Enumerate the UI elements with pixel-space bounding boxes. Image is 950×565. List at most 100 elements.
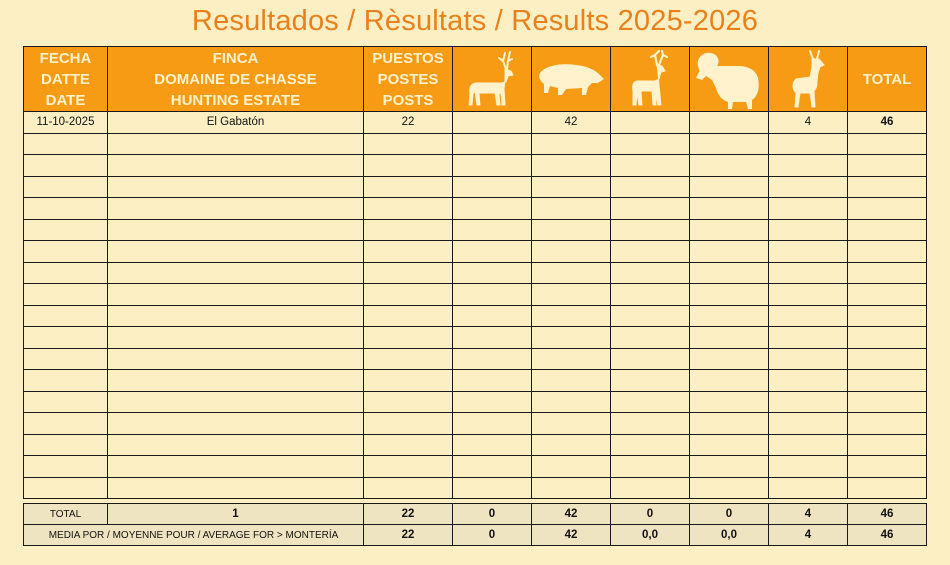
- cell-wild-boar: [531, 283, 611, 306]
- table-row: [23, 455, 927, 478]
- table-row: [23, 132, 927, 155]
- averages-mouflon: 0,0: [689, 524, 769, 546]
- cell-mouflon: [689, 154, 769, 177]
- table-body: 11-10-2025 El Gabatón 22 42 4 46: [23, 111, 927, 499]
- cell-total: [847, 175, 927, 198]
- table-row: [23, 283, 927, 306]
- cell-fallow-deer: [610, 304, 690, 327]
- cell-red-deer: [452, 283, 532, 306]
- cell-red-deer: [452, 412, 532, 435]
- cell-mouflon: [689, 412, 769, 435]
- table-header-row: FECHA DATTE DATE FINCA DOMAINE DE CHASSE…: [23, 46, 927, 112]
- cell-fallow-deer: [610, 390, 690, 413]
- header-estate-fr: DOMAINE DE CHASSE: [154, 70, 317, 88]
- cell-mouflon: [689, 433, 769, 456]
- cell-date: [23, 261, 108, 284]
- cell-wild-boar: [531, 412, 611, 435]
- cell-total: [847, 412, 927, 435]
- cell-mouflon: [689, 175, 769, 198]
- header-posts: PUESTOS POSTES POSTS: [363, 46, 453, 112]
- cell-roe-deer: [768, 283, 848, 306]
- cell-date: [23, 154, 108, 177]
- totals-row: TOTAL 1 22 0 42 0 0 4 46: [23, 503, 927, 525]
- cell-wild-boar: [531, 369, 611, 392]
- cell-fallow-deer: [610, 369, 690, 392]
- cell-estate: [107, 154, 364, 177]
- cell-roe-deer: [768, 369, 848, 392]
- cell-estate: [107, 412, 364, 435]
- cell-fallow-deer: [610, 455, 690, 478]
- cell-posts: [363, 326, 453, 349]
- cell-date: [23, 240, 108, 263]
- header-date-es: FECHA: [39, 49, 92, 67]
- table-row: [23, 347, 927, 370]
- cell-mouflon: [689, 111, 769, 134]
- cell-posts: [363, 455, 453, 478]
- cell-total: [847, 261, 927, 284]
- cell-total: [847, 433, 927, 456]
- cell-posts: [363, 283, 453, 306]
- cell-date: [23, 175, 108, 198]
- cell-fallow-deer: [610, 412, 690, 435]
- cell-fallow-deer: [610, 218, 690, 241]
- header-estate-es: FINCA: [212, 49, 259, 67]
- totals-posts: 22: [363, 503, 453, 525]
- cell-fallow-deer: [610, 132, 690, 155]
- cell-wild-boar: [531, 476, 611, 499]
- averages-label: MEDIA POR / MOYENNE POUR / AVERAGE FOR >…: [23, 524, 364, 546]
- averages-red-deer: 0: [452, 524, 532, 546]
- cell-red-deer: [452, 154, 532, 177]
- cell-posts: 22: [363, 111, 453, 134]
- cell-date: [23, 304, 108, 327]
- table-row: [23, 218, 927, 241]
- cell-mouflon: [689, 132, 769, 155]
- cell-mouflon: [689, 476, 769, 499]
- fallow-deer-icon: [632, 49, 669, 106]
- cell-estate: [107, 132, 364, 155]
- cell-total: [847, 283, 927, 306]
- cell-posts: [363, 197, 453, 220]
- cell-wild-boar: [531, 197, 611, 220]
- cell-fallow-deer: [610, 326, 690, 349]
- cell-mouflon: [689, 347, 769, 370]
- cell-red-deer: [452, 197, 532, 220]
- header-estate: FINCA DOMAINE DE CHASSE HUNTING ESTATE: [107, 46, 364, 112]
- cell-date: [23, 476, 108, 499]
- cell-wild-boar: [531, 261, 611, 284]
- cell-fallow-deer: [610, 111, 690, 134]
- cell-posts: [363, 218, 453, 241]
- cell-mouflon: [689, 326, 769, 349]
- cell-red-deer: [452, 433, 532, 456]
- cell-roe-deer: [768, 197, 848, 220]
- cell-mouflon: [689, 197, 769, 220]
- header-roe-deer: [768, 46, 848, 112]
- cell-red-deer: [452, 347, 532, 370]
- cell-fallow-deer: [610, 175, 690, 198]
- averages-fallow-deer: 0,0: [610, 524, 690, 546]
- cell-red-deer: [452, 369, 532, 392]
- cell-estate: [107, 326, 364, 349]
- cell-mouflon: [689, 304, 769, 327]
- cell-total: [847, 240, 927, 263]
- wild-boar-icon: [539, 64, 604, 95]
- header-red-deer: [452, 46, 532, 112]
- cell-total: [847, 218, 927, 241]
- cell-estate: [107, 283, 364, 306]
- cell-posts: [363, 476, 453, 499]
- table-row: [23, 433, 927, 456]
- table-row: [23, 304, 927, 327]
- cell-roe-deer: [768, 261, 848, 284]
- cell-estate: [107, 390, 364, 413]
- cell-roe-deer: [768, 390, 848, 413]
- cell-fallow-deer: [610, 261, 690, 284]
- averages-total: 46: [847, 524, 927, 546]
- totals-red-deer: 0: [452, 503, 532, 525]
- table-row: [23, 154, 927, 177]
- table-row: [23, 476, 927, 499]
- totals-mouflon: 0: [689, 503, 769, 525]
- cell-estate: [107, 433, 364, 456]
- cell-mouflon: [689, 218, 769, 241]
- cell-wild-boar: [531, 132, 611, 155]
- header-total: TOTAL: [847, 46, 927, 112]
- totals-count: 1: [107, 503, 364, 525]
